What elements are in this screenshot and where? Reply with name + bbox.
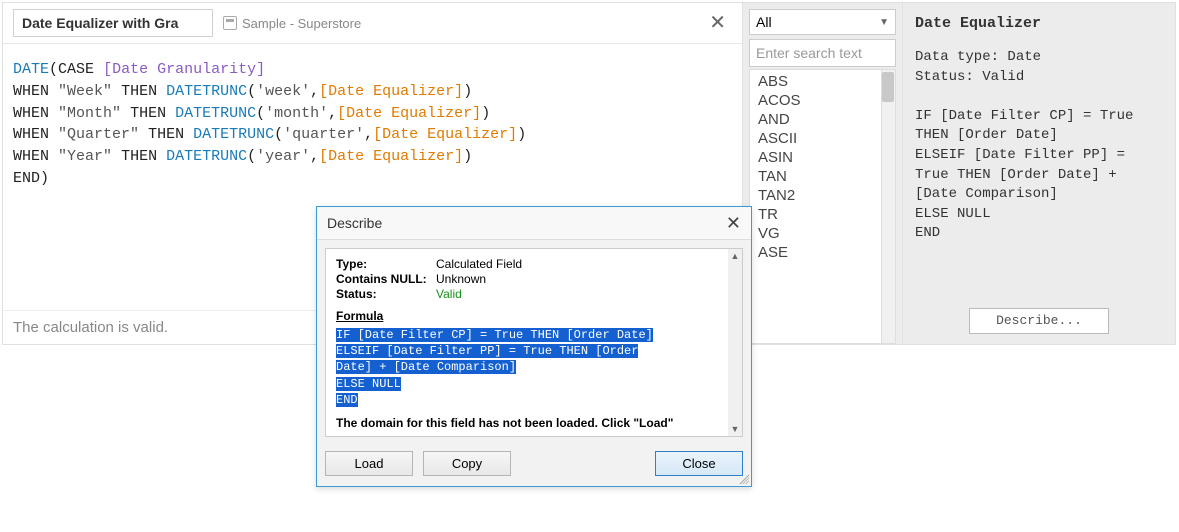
- help-title: Date Equalizer: [915, 13, 1163, 34]
- close-icon[interactable]: ✕: [703, 13, 732, 33]
- tok-when4: WHEN: [13, 148, 49, 165]
- function-item[interactable]: TAN: [750, 167, 895, 186]
- function-category-select[interactable]: All ▼: [749, 9, 896, 35]
- tok-then3: THEN: [148, 126, 184, 143]
- describe-dialog: Describe ✕ Type: Calculated Field Contai…: [316, 206, 752, 487]
- tok-eq4: [Date Equalizer]: [319, 148, 463, 165]
- dialog-scrollbar[interactable]: ▲ ▼: [728, 249, 742, 436]
- function-item[interactable]: ASE: [750, 243, 895, 262]
- tok-when1: WHEN: [13, 83, 49, 100]
- formula-heading: Formula: [336, 309, 732, 323]
- function-item[interactable]: TR: [750, 205, 895, 224]
- domain-message: The domain for this field has not been l…: [336, 416, 732, 430]
- close-button[interactable]: Close: [655, 451, 743, 476]
- dialog-body: Type: Calculated Field Contains NULL: Un…: [325, 248, 743, 437]
- function-item[interactable]: VG: [750, 224, 895, 243]
- function-list-panel: All ▼ Enter search text ABS ACOS AND ASC…: [743, 3, 903, 344]
- formula-line: END: [336, 393, 358, 407]
- tok-year: "Year": [58, 148, 112, 165]
- dialog-title-text: Describe: [327, 215, 382, 231]
- help-panel: Date Equalizer Data type: Date Status: V…: [903, 3, 1175, 344]
- function-item[interactable]: TAN2: [750, 186, 895, 205]
- status-label: Status:: [336, 287, 436, 301]
- tok-trunc3: DATETRUNC: [193, 126, 274, 143]
- function-search-input[interactable]: Enter search text: [749, 39, 896, 67]
- help-body: Data type: Date Status: Valid IF [Date F…: [915, 48, 1163, 300]
- datasource-name: Sample - Superstore: [242, 16, 361, 31]
- function-item[interactable]: ASIN: [750, 148, 895, 167]
- tok-trunc1: DATETRUNC: [166, 83, 247, 100]
- type-label: Type:: [336, 257, 436, 271]
- function-item[interactable]: ABS: [750, 72, 895, 91]
- dialog-titlebar[interactable]: Describe ✕: [317, 207, 751, 240]
- function-list[interactable]: ABS ACOS AND ASCII ASIN TAN TAN2 TR VG A…: [749, 69, 896, 344]
- function-item[interactable]: AND: [750, 110, 895, 129]
- tok-month: "Month": [58, 105, 121, 122]
- copy-button[interactable]: Copy: [423, 451, 511, 476]
- type-value: Calculated Field: [436, 257, 522, 271]
- tok-trunc4: DATETRUNC: [166, 148, 247, 165]
- resize-grip[interactable]: [737, 472, 749, 484]
- datasource-indicator[interactable]: Sample - Superstore: [223, 16, 361, 31]
- field-name-input[interactable]: [13, 9, 213, 37]
- tok-then4: THEN: [121, 148, 157, 165]
- tok-argweek: 'week': [256, 83, 310, 100]
- scrollbar-thumb[interactable]: [882, 72, 894, 102]
- tok-end: END: [13, 170, 40, 187]
- editor-header: Sample - Superstore ✕: [3, 3, 742, 44]
- describe-button[interactable]: Describe...: [969, 308, 1109, 334]
- tok-case: CASE: [58, 61, 94, 78]
- status-value: Valid: [436, 287, 462, 301]
- tok-argmonth: 'month': [265, 105, 328, 122]
- function-item[interactable]: ASCII: [750, 129, 895, 148]
- scroll-down-icon[interactable]: ▼: [728, 422, 742, 436]
- function-item[interactable]: ACOS: [750, 91, 895, 110]
- function-list-inner: ABS ACOS AND ASCII ASIN TAN TAN2 TR VG A…: [750, 70, 895, 264]
- tok-date: DATE: [13, 61, 49, 78]
- chevron-down-icon: ▼: [879, 17, 889, 28]
- null-label: Contains NULL:: [336, 272, 436, 286]
- close-icon[interactable]: ✕: [726, 214, 741, 232]
- tok-argquarter: 'quarter': [283, 126, 364, 143]
- formula-text[interactable]: IF [Date Filter CP] = True THEN [Order D…: [336, 327, 732, 408]
- formula-line: Date] + [Date Comparison]: [336, 360, 516, 374]
- null-value: Unknown: [436, 272, 486, 286]
- tok-param: [Date Granularity]: [103, 61, 265, 78]
- tok-trunc2: DATETRUNC: [175, 105, 256, 122]
- dialog-button-row: Load Copy Close: [317, 445, 751, 486]
- function-category-value: All: [756, 14, 772, 30]
- tok-week: "Week": [58, 83, 112, 100]
- load-button[interactable]: Load: [325, 451, 413, 476]
- function-list-scrollbar[interactable]: [881, 70, 895, 343]
- tok-quarter: "Quarter": [58, 126, 139, 143]
- tok-then2: THEN: [130, 105, 166, 122]
- tok-when3: WHEN: [13, 126, 49, 143]
- tok-eq1: [Date Equalizer]: [319, 83, 463, 100]
- tok-argyear: 'year': [256, 148, 310, 165]
- scroll-up-icon[interactable]: ▲: [728, 249, 742, 263]
- formula-line: ELSEIF [Date Filter PP] = True THEN [Ord…: [336, 344, 638, 358]
- tok-then1: THEN: [121, 83, 157, 100]
- tok-when2: WHEN: [13, 105, 49, 122]
- formula-line: IF [Date Filter CP] = True THEN [Order D…: [336, 328, 653, 342]
- tok-eq3: [Date Equalizer]: [373, 126, 517, 143]
- datasource-icon: [223, 16, 237, 30]
- tok-eq2: [Date Equalizer]: [337, 105, 481, 122]
- formula-line: ELSE NULL: [336, 377, 401, 391]
